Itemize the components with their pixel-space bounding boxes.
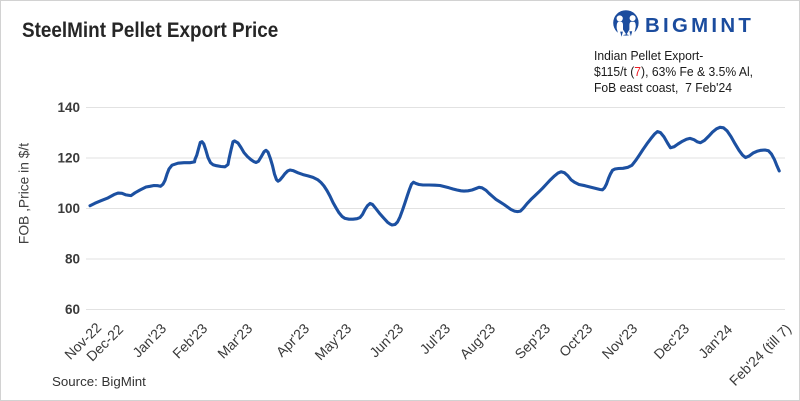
svg-text:60: 60	[65, 302, 80, 317]
svg-text:100: 100	[57, 201, 80, 216]
svg-text:Sep'23: Sep'23	[511, 320, 553, 362]
svg-text:Feb'24 (till 7): Feb'24 (till 7)	[726, 321, 794, 389]
svg-text:Jan'23: Jan'23	[129, 320, 169, 360]
svg-text:120: 120	[57, 150, 80, 165]
svg-text:Dec'23: Dec'23	[650, 320, 692, 362]
svg-text:Feb'23: Feb'23	[169, 320, 210, 361]
svg-text:Apr'23: Apr'23	[273, 320, 313, 360]
svg-text:Aug'23: Aug'23	[456, 320, 498, 362]
svg-text:Jul'23: Jul'23	[416, 320, 453, 357]
svg-text:Jun'23: Jun'23	[366, 320, 406, 360]
svg-text:80: 80	[65, 251, 80, 266]
svg-text:FOB ,Price in $/t: FOB ,Price in $/t	[17, 143, 32, 244]
svg-text:140: 140	[57, 100, 80, 115]
svg-text:Jan'24: Jan'24	[695, 321, 735, 361]
svg-text:May'23: May'23	[311, 320, 354, 363]
svg-text:Nov'23: Nov'23	[599, 320, 641, 362]
svg-text:Oct'23: Oct'23	[556, 320, 596, 360]
svg-text:Mar'23: Mar'23	[214, 320, 255, 361]
